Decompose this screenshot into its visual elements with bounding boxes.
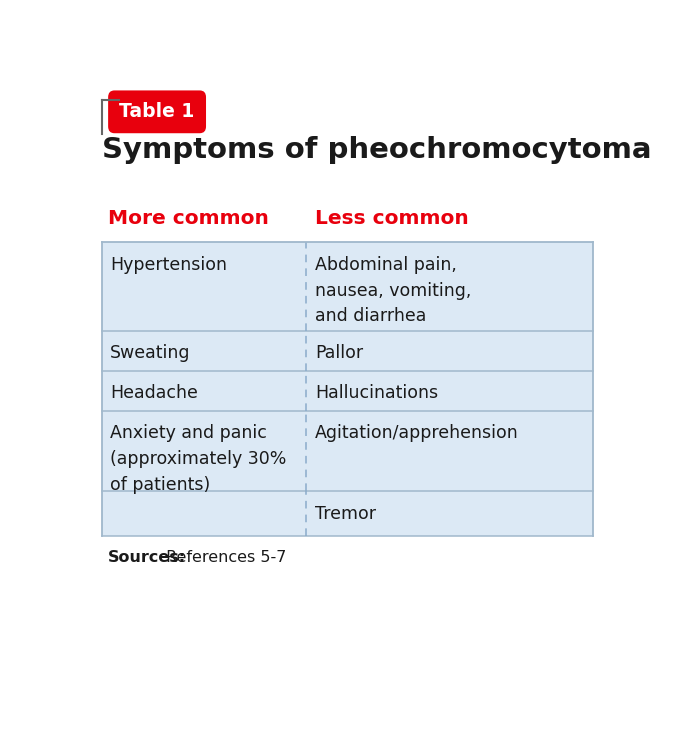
Text: Hallucinations: Hallucinations [315,384,438,402]
Text: Tremor: Tremor [315,505,376,523]
Bar [102,331,593,371]
Text: Hypertension: Hypertension [109,256,227,274]
FancyBboxPatch shape [108,90,206,133]
Text: Anxiety and panic
(approximately 30%
of patients): Anxiety and panic (approximately 30% of … [109,424,286,494]
Bar [102,242,593,331]
Text: References 5-7: References 5-7 [161,550,286,565]
Text: Abdominal pain,
nausea, vomiting,
and diarrhea: Abdominal pain, nausea, vomiting, and di… [315,256,471,325]
Text: Less common: Less common [315,210,469,229]
Text: Table 1: Table 1 [120,103,194,122]
Text: Symptoms of pheochromocytoma: Symptoms of pheochromocytoma [102,136,651,163]
Bar [102,491,593,536]
Text: Sweating: Sweating [109,345,190,362]
Bar [102,371,593,410]
Text: Headache: Headache [109,384,198,402]
Bar [102,410,593,491]
Text: Agitation/apprehension: Agitation/apprehension [315,424,519,443]
Text: Pallor: Pallor [315,345,363,362]
Text: More common: More common [108,210,269,229]
Text: Sources:: Sources: [108,550,186,565]
